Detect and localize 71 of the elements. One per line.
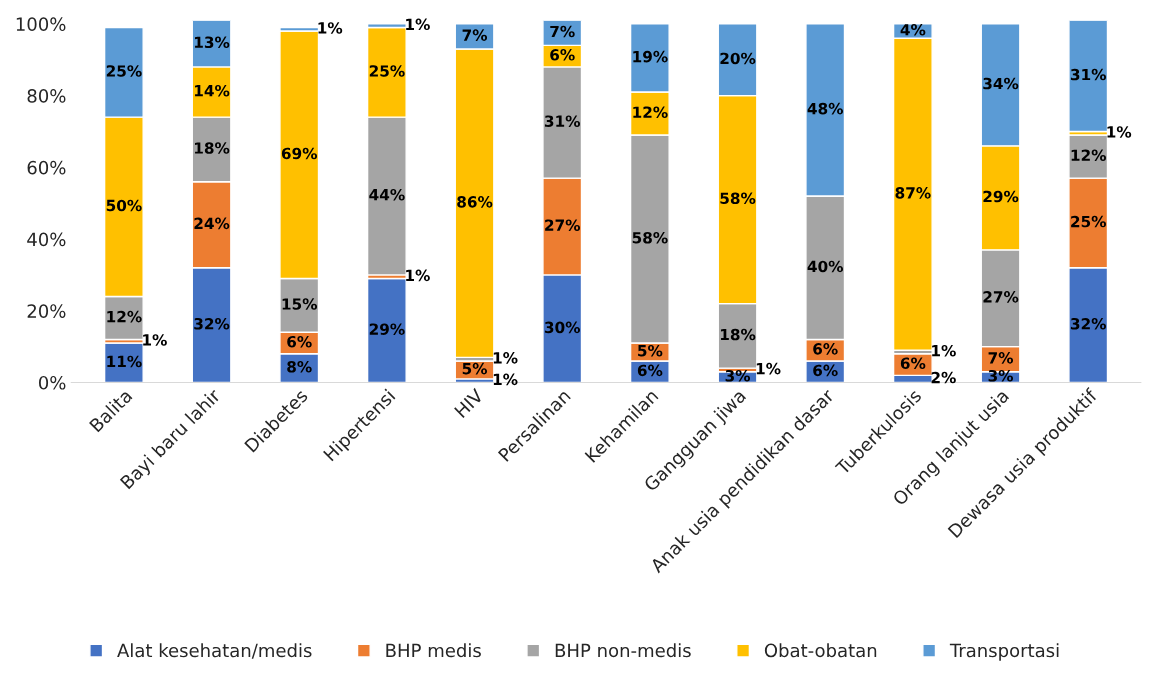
legend-label: Transportasi — [949, 643, 1059, 661]
data-label: 1% — [1107, 126, 1132, 138]
data-label: 58% — [720, 192, 756, 205]
y-tick-label: 20% — [27, 304, 66, 318]
data-label: 32% — [194, 318, 230, 330]
data-label: 6% — [813, 343, 838, 355]
data-label: 25% — [369, 65, 405, 77]
data-label: 1% — [756, 362, 781, 375]
data-label: 6% — [900, 357, 926, 370]
y-tick-label: 60% — [27, 160, 66, 175]
data-label: 50% — [106, 199, 142, 212]
legend-label: Alat kesehatan/medis — [117, 643, 312, 659]
data-label: 11% — [107, 355, 142, 368]
data-label: 1% — [406, 269, 430, 282]
data-label: 24% — [194, 217, 230, 230]
data-label: 5% — [462, 362, 488, 375]
data-label: 44% — [369, 188, 405, 201]
data-label: 31% — [1070, 68, 1106, 81]
data-label: 15% — [282, 298, 318, 310]
data-label: 6% — [287, 335, 312, 348]
data-label: 6% — [637, 364, 663, 377]
data-label: 86% — [457, 196, 493, 208]
data-label: 6% — [550, 49, 575, 61]
data-label: 27% — [545, 219, 581, 231]
data-label: 18% — [195, 142, 230, 154]
legend-label: BHP medis — [386, 643, 481, 658]
y-tick-label: 40% — [27, 232, 66, 247]
y-tick-label: 80% — [27, 89, 66, 103]
data-label: 1% — [932, 344, 956, 357]
data-label: 12% — [107, 310, 142, 323]
data-label: 1% — [493, 373, 518, 386]
legend-label: Obat-obatan — [764, 643, 877, 658]
data-label: 5% — [638, 344, 663, 357]
data-label: 1% — [318, 22, 343, 34]
data-label: 29% — [369, 323, 405, 335]
x-tick-label: HIV — [454, 387, 485, 418]
data-label: 14% — [195, 84, 230, 97]
data-label: 1% — [143, 334, 167, 346]
data-label: 29% — [983, 190, 1019, 203]
data-label: 1% — [493, 352, 518, 364]
data-label: 25% — [1071, 215, 1106, 228]
data-label: 6% — [813, 364, 838, 377]
data-label: 30% — [544, 321, 581, 334]
data-label: 32% — [1070, 318, 1106, 330]
data-label: 31% — [544, 115, 581, 127]
legend-label: BHP non-medis — [555, 643, 691, 658]
data-label: 2% — [931, 371, 956, 384]
data-label: 7% — [462, 29, 488, 41]
data-label: 4% — [900, 23, 926, 36]
data-label: 27% — [983, 291, 1019, 303]
data-label: 34% — [983, 77, 1019, 90]
y-tick-label: 0% — [38, 375, 66, 390]
data-label: 48% — [807, 102, 844, 115]
data-label: 19% — [633, 50, 668, 63]
data-label: 7% — [550, 25, 575, 38]
data-label: 18% — [720, 328, 756, 341]
data-label: 25% — [106, 65, 142, 77]
data-label: 58% — [632, 231, 668, 244]
data-label: 12% — [1071, 149, 1106, 162]
data-label: 1% — [406, 18, 430, 31]
y-tick-label: 100% — [16, 17, 66, 32]
data-label: 13% — [195, 36, 230, 49]
data-label: 40% — [807, 260, 844, 273]
data-label: 8% — [287, 361, 312, 373]
data-label: 87% — [895, 187, 931, 199]
data-label: 69% — [281, 147, 318, 160]
data-label: 3% — [988, 370, 1014, 382]
data-label: 3% — [725, 370, 751, 382]
data-label: 20% — [720, 52, 756, 65]
data-label: 7% — [988, 352, 1014, 364]
data-label: 12% — [633, 106, 668, 118]
